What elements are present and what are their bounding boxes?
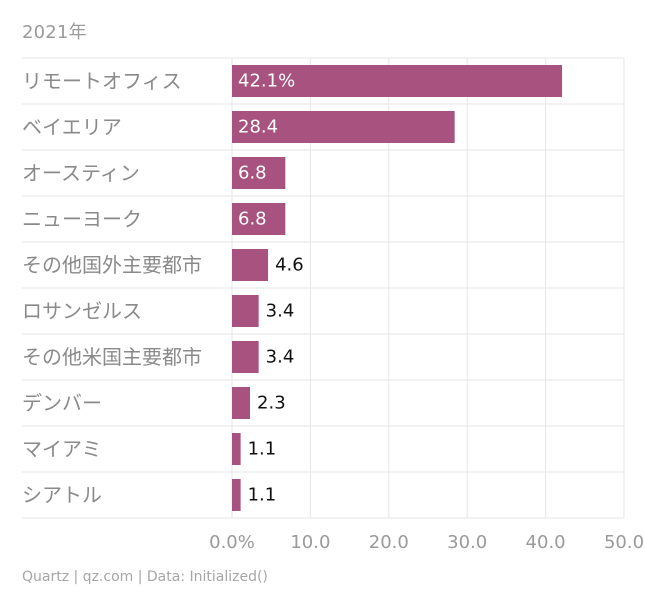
value-label: 4.6 bbox=[275, 255, 304, 276]
x-tick-label: 20.0 bbox=[369, 532, 409, 553]
value-label: 1.1 bbox=[248, 485, 277, 506]
bar bbox=[232, 479, 241, 511]
category-labels: リモートオフィスベイエリアオースティンニューヨークその他国外主要都市ロサンゼルス… bbox=[22, 69, 202, 507]
category-label: オースティン bbox=[22, 161, 140, 185]
bars bbox=[232, 65, 563, 511]
x-tick-label: 40.0 bbox=[526, 532, 566, 553]
category-label: シアトル bbox=[22, 483, 102, 507]
bar bbox=[232, 249, 269, 281]
value-label: 1.1 bbox=[248, 439, 277, 460]
value-label: 3.4 bbox=[266, 301, 295, 322]
bar bbox=[232, 157, 286, 189]
value-label: 6.8 bbox=[238, 209, 267, 230]
value-label: 2.3 bbox=[257, 393, 286, 414]
source-footer: Quartz | qz.com | Data: Initialized() bbox=[22, 569, 268, 585]
value-label: 3.4 bbox=[266, 347, 295, 368]
bar bbox=[232, 295, 259, 327]
bar bbox=[232, 111, 455, 143]
value-label: 6.8 bbox=[238, 163, 267, 184]
value-label: 42.1% bbox=[238, 71, 295, 92]
category-label: その他国外主要都市 bbox=[22, 253, 202, 277]
x-tick-label: 30.0 bbox=[447, 532, 487, 553]
x-tick-label: 0.0% bbox=[209, 532, 255, 553]
value-label: 28.4 bbox=[238, 117, 278, 138]
value-labels: 42.1% 28.4 6.8 6.8 4.6 3.4 3.4 2.3 1.1 1.1 bbox=[238, 71, 304, 506]
x-tick-label: 50.0 bbox=[604, 532, 644, 553]
category-label: ニューヨーク bbox=[22, 207, 142, 231]
bar bbox=[232, 203, 286, 235]
category-label: マイアミ bbox=[22, 437, 102, 461]
category-label: ロサンゼルス bbox=[22, 299, 142, 323]
bar bbox=[232, 341, 259, 373]
bar bbox=[232, 65, 563, 97]
bar bbox=[232, 433, 241, 465]
x-axis-ticks: 0.0% 10.0 20.0 30.0 40.0 50.0 bbox=[209, 532, 644, 553]
category-label: ベイエリア bbox=[22, 115, 122, 139]
category-label: デンバー bbox=[22, 391, 102, 415]
bar bbox=[232, 387, 251, 419]
category-label: その他米国主要都市 bbox=[22, 345, 202, 369]
chart-subtitle: 2021年 bbox=[22, 22, 87, 43]
category-label: リモートオフィス bbox=[22, 69, 182, 93]
x-tick-label: 10.0 bbox=[290, 532, 330, 553]
